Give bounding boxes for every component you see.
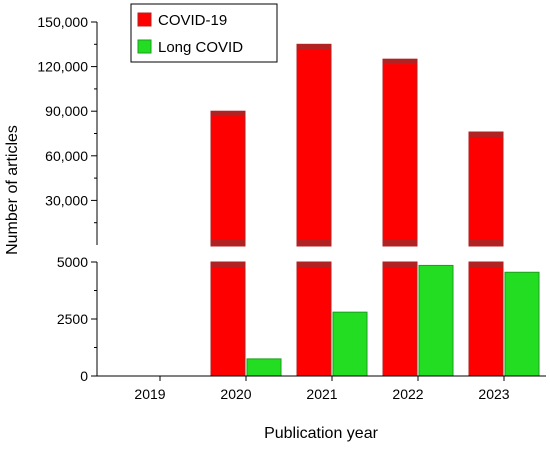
x-tick-label: 2020 xyxy=(220,386,251,402)
y-tick-label: 0 xyxy=(80,368,88,384)
bar-longcovid-2020 xyxy=(246,358,282,377)
bar-covid19-2021-cap xyxy=(297,44,331,50)
bar-covid19-2023-lower xyxy=(468,261,504,377)
bar-covid19-2022 xyxy=(382,58,418,247)
bar-covid19-2021-lower-cap xyxy=(297,262,331,267)
bar-covid19-2023-lower-cap xyxy=(469,262,503,267)
x-tick-label: 2023 xyxy=(478,386,509,402)
x-axis-title: Publication year xyxy=(264,425,379,442)
bar-covid19-2021 xyxy=(296,43,332,247)
y-tick-label: 5000 xyxy=(57,254,88,270)
x-tick-label: 2019 xyxy=(134,386,165,402)
bar-covid19-2023 xyxy=(468,131,504,247)
bar-longcovid-2022 xyxy=(418,264,454,377)
y-tick-label: 60,000 xyxy=(45,148,88,164)
bar-covid19-2022-lower xyxy=(382,261,418,377)
bar-covid19-2020 xyxy=(210,110,246,247)
y-tick-label: 30,000 xyxy=(45,192,88,208)
bar-covid19-2020-break xyxy=(211,240,245,245)
bar-covid19-2020-cap xyxy=(211,111,245,117)
bar-longcovid-2021 xyxy=(332,311,368,377)
bar-longcovid-2023 xyxy=(504,271,540,377)
y-tick-label: 120,000 xyxy=(37,59,88,75)
y-tick-label: 2500 xyxy=(57,311,88,327)
bar-covid19-2021-lower xyxy=(296,261,332,377)
bar-covid19-2023-cap xyxy=(469,132,503,138)
y-tick-label: 150,000 xyxy=(37,14,88,30)
bar-covid19-2020-lower xyxy=(210,261,246,377)
bar-covid19-2020-lower-cap xyxy=(211,262,245,267)
bar-covid19-2021-break xyxy=(297,240,331,245)
x-tick-label: 2022 xyxy=(392,386,423,402)
bar-covid19-2023-break xyxy=(469,240,503,245)
bar-covid19-2022-cap xyxy=(383,59,417,65)
bar-covid19-2022-lower-cap xyxy=(383,262,417,267)
y-tick-label: 90,000 xyxy=(45,103,88,119)
legend-label-covid19: COVID-19 xyxy=(158,12,227,29)
bar-covid19-2022-break xyxy=(383,240,417,245)
y-axis-title: Number of articles xyxy=(4,125,21,255)
legend-swatch-longcovid xyxy=(137,39,152,54)
legend-label-longcovid: Long COVID xyxy=(158,39,243,56)
legend-swatch-covid19 xyxy=(137,12,152,27)
legend-box xyxy=(130,3,278,63)
x-tick-label: 2021 xyxy=(306,386,337,402)
